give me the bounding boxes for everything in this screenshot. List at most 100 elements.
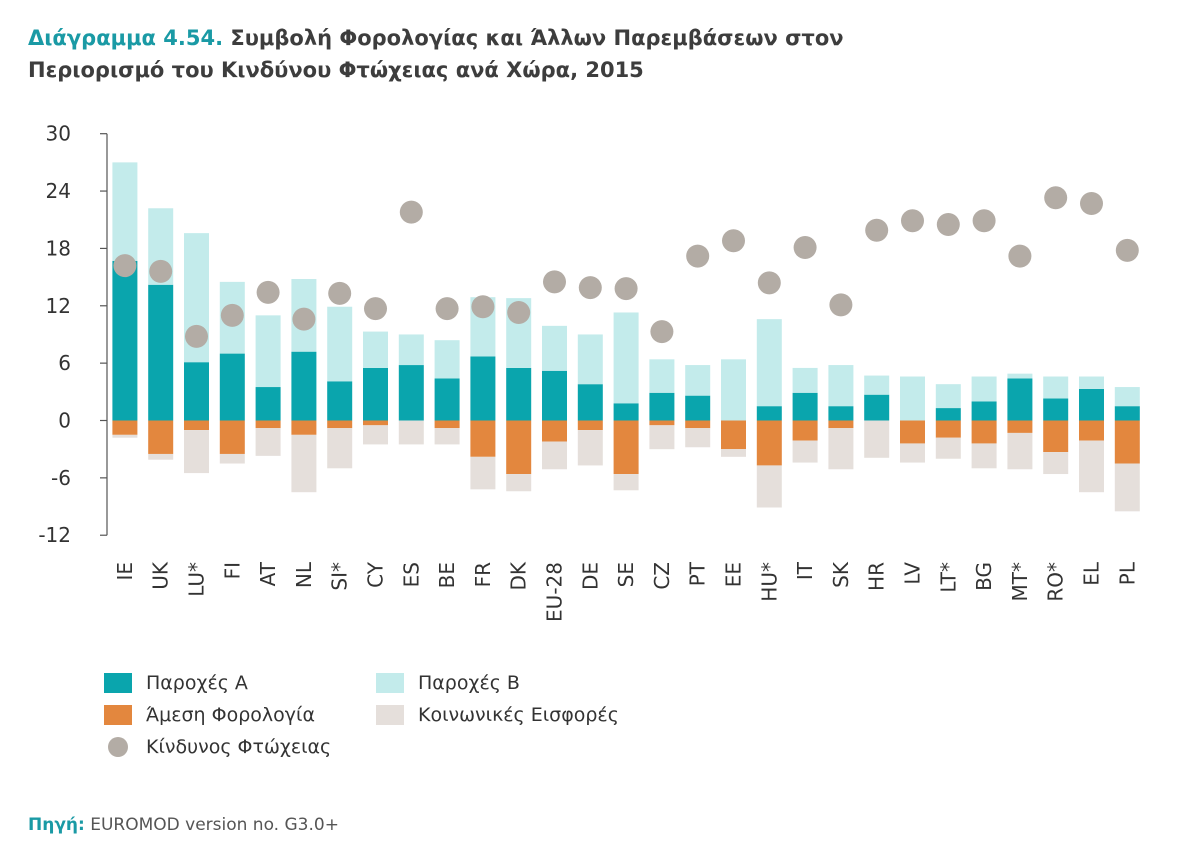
bar-benefits-b — [1007, 373, 1033, 379]
bar-benefits-b — [721, 359, 746, 421]
bar-direct-tax — [577, 420, 603, 431]
x-tick-label: RO* — [1044, 562, 1068, 602]
chart-title-line1: Συμβολή Φορολογίας και Άλλων Παρεμβάσεων… — [230, 26, 844, 50]
bar-direct-tax — [649, 420, 675, 426]
bar-direct-tax — [1007, 420, 1033, 433]
y-tick-label: 12 — [46, 294, 71, 318]
chart-legend: Παροχές Α Άμεση Φορολογία Κίνδυνος Φτώχε… — [104, 672, 804, 772]
y-tick-label: 24 — [46, 179, 71, 203]
x-tick-label: IT — [793, 561, 817, 580]
bar-social-contrib — [792, 440, 818, 463]
bar-social-contrib — [613, 474, 639, 491]
legend-label-social-contrib: Κοινωνικές Εισφορές — [418, 704, 619, 726]
legend-label-direct-tax: Άμεση Φορολογία — [146, 704, 315, 726]
bar-benefits-b — [971, 376, 997, 402]
bar-benefits-a — [219, 353, 245, 421]
bar-direct-tax — [112, 420, 138, 435]
bar-benefits-b — [112, 162, 138, 261]
chart-title-line2: Περιορισμό του Κινδύνου Φτώχειας ανά Χώρ… — [28, 58, 644, 82]
bar-social-contrib — [1043, 452, 1069, 475]
legend-swatch-direct-tax — [104, 705, 132, 725]
x-tick-label: DE — [578, 562, 602, 590]
point-poverty-risk — [1044, 186, 1068, 210]
point-poverty-risk — [865, 218, 889, 242]
x-tick-label: LT* — [936, 562, 960, 593]
bar-social-contrib — [291, 434, 317, 493]
bar-direct-tax — [971, 420, 997, 444]
bar-social-contrib — [828, 428, 854, 470]
bar-social-contrib — [864, 420, 890, 458]
x-tick-label: SE — [614, 562, 638, 587]
y-tick-label: 0 — [58, 409, 71, 433]
bar-benefits-b — [363, 331, 388, 368]
y-tick-label: -6 — [51, 466, 71, 490]
bar-benefits-b — [649, 359, 675, 393]
bar-benefits-a — [864, 394, 890, 421]
x-tick-label: ES — [399, 562, 423, 587]
legend-swatch-benefits-a — [104, 673, 132, 693]
bar-social-contrib — [363, 425, 388, 445]
bar-direct-tax — [184, 420, 209, 431]
bar-benefits-b — [1079, 376, 1104, 389]
point-poverty-risk — [507, 300, 531, 324]
x-tick-label: IE — [113, 562, 137, 581]
bar-benefits-b — [828, 365, 854, 407]
x-tick-label: SI* — [328, 562, 352, 591]
point-poverty-risk — [722, 229, 745, 253]
x-tick-label: CY — [364, 561, 388, 588]
bar-direct-tax — [470, 420, 496, 457]
bar-social-contrib — [935, 437, 961, 459]
point-poverty-risk — [543, 270, 566, 294]
legend-swatch-benefits-b — [376, 673, 404, 693]
bar-benefits-b — [792, 367, 818, 393]
point-poverty-risk — [829, 293, 853, 317]
point-poverty-risk — [901, 209, 924, 233]
bar-benefits-a — [398, 365, 424, 421]
bar-social-contrib — [1007, 432, 1033, 470]
source-text: EUROMOD version no. G3.0+ — [90, 815, 339, 835]
point-poverty-risk — [113, 254, 137, 278]
bar-direct-tax — [434, 420, 460, 429]
bar-direct-tax — [1114, 420, 1140, 464]
bar-benefits-a — [542, 370, 567, 421]
chart-title-label: Διάγραμμα 4.54. — [28, 26, 224, 50]
point-poverty-risk — [793, 235, 817, 259]
bar-benefits-b — [398, 334, 424, 366]
bar-benefits-b — [756, 319, 782, 407]
bar-social-contrib — [255, 428, 281, 456]
bar-social-contrib — [577, 430, 603, 466]
bar-social-contrib — [506, 474, 532, 492]
point-poverty-risk — [757, 271, 781, 295]
bar-social-contrib — [148, 453, 174, 460]
bar-benefits-a — [649, 392, 675, 421]
x-tick-label: EE — [722, 562, 746, 587]
x-tick-label: EU-28 — [543, 562, 567, 622]
bar-benefits-a — [327, 381, 353, 421]
bar-direct-tax — [935, 420, 961, 438]
x-tick-label: LU* — [185, 562, 209, 597]
bar-social-contrib — [219, 453, 245, 464]
bar-direct-tax — [613, 420, 639, 475]
bar-social-contrib — [398, 420, 424, 445]
bar-direct-tax — [828, 420, 854, 429]
bar-benefits-b — [542, 325, 567, 371]
legend-item-poverty-risk: Κίνδυνος Φτώχειας — [104, 736, 331, 758]
point-poverty-risk — [185, 324, 208, 348]
bar-social-contrib — [685, 428, 711, 448]
point-poverty-risk — [614, 277, 638, 301]
point-poverty-risk — [471, 295, 495, 319]
bar-direct-tax — [721, 420, 746, 450]
x-tick-label: FR — [471, 562, 495, 588]
bar-social-contrib — [184, 430, 209, 474]
legend-item-benefits-a: Παροχές Α — [104, 672, 248, 694]
point-poverty-risk — [1008, 244, 1032, 268]
bar-social-contrib — [434, 428, 460, 445]
bar-benefits-a — [470, 356, 496, 421]
point-poverty-risk — [399, 200, 423, 224]
bar-benefits-a — [184, 362, 209, 421]
legend-item-benefits-b: Παροχές Β — [376, 672, 520, 694]
bar-benefits-a — [1007, 378, 1033, 421]
bar-benefits-a — [506, 367, 532, 421]
y-tick-label: -12 — [38, 523, 71, 547]
x-tick-label: EL — [1080, 561, 1104, 586]
